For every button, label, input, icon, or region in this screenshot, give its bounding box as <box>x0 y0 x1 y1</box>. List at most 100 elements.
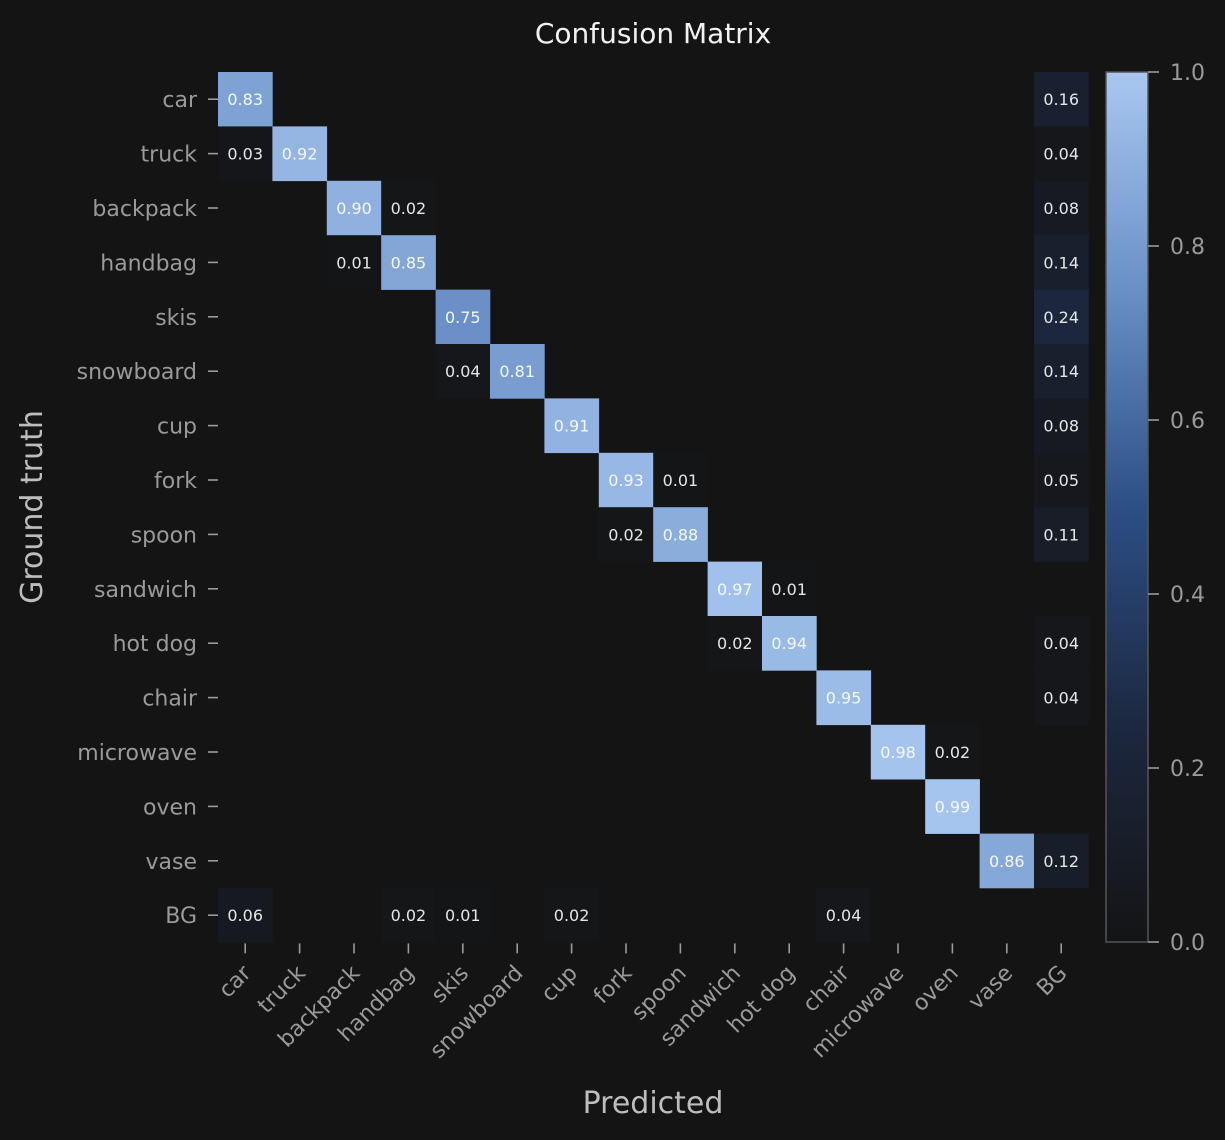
y-tick-label: skis <box>155 306 197 331</box>
heatmap-cell <box>1034 180 1089 236</box>
cell-value-label: 0.90 <box>336 199 372 218</box>
heatmap-cell <box>1034 289 1089 345</box>
x-axis-label: Predicted <box>583 1086 724 1121</box>
cell-value-label: 0.12 <box>1043 852 1079 871</box>
heatmap-cell <box>1034 126 1089 182</box>
colorbar-ticks: 0.0 0.2 0.4 0.6 0.8 1.0 <box>1148 61 1205 956</box>
cell-value-label: 0.02 <box>554 906 590 925</box>
cell-value-label: 0.04 <box>1043 634 1079 653</box>
heatmap-cell <box>598 452 654 508</box>
cell-value-label: 0.16 <box>1043 90 1079 109</box>
cell-value-label: 0.81 <box>499 362 535 381</box>
cell-value-label: 0.24 <box>1043 308 1079 327</box>
y-tick-label: truck <box>141 143 198 168</box>
heatmap-cell <box>544 888 600 943</box>
cell-value-label: 0.01 <box>445 906 481 925</box>
y-tick-label: microwave <box>77 741 197 766</box>
heatmap-cell <box>435 344 491 399</box>
cell-value-label: 0.08 <box>1043 199 1079 218</box>
cell-value-label: 0.02 <box>717 634 753 653</box>
x-tick-label: oven <box>908 961 964 1017</box>
cell-value-label: 0.85 <box>391 253 427 272</box>
cell-value-label: 0.02 <box>608 525 644 544</box>
heatmap-cell <box>381 235 436 290</box>
cell-value-label: 0.04 <box>1043 689 1079 708</box>
cell-value-label: 0.01 <box>663 471 699 490</box>
cell-value-label: 0.88 <box>663 525 699 544</box>
cell-value-label: 0.99 <box>935 797 971 816</box>
colorbar-tick-label: 0.4 <box>1170 583 1205 608</box>
cell-value-label: 0.02 <box>391 199 427 218</box>
cell-value-label: 0.01 <box>771 580 807 599</box>
y-tick-label: fork <box>154 469 197 494</box>
cell-value-label: 0.98 <box>880 743 916 762</box>
heatmap-cell <box>381 888 436 943</box>
colorbar-tick-label: 0.6 <box>1170 409 1205 434</box>
heatmap-cell <box>218 126 273 182</box>
heatmap-cells: 0.83 0.16 0.03 0.92 0.04 0.90 0.02 0.08 0.01 0.85… <box>218 72 1089 943</box>
y-tick-label: spoon <box>131 523 197 548</box>
y-tick-label: car <box>162 88 198 113</box>
cell-value-label: 0.02 <box>935 743 971 762</box>
heatmap-cell <box>1034 398 1089 454</box>
cell-value-label: 0.04 <box>445 362 481 381</box>
heatmap-cell <box>816 888 872 943</box>
heatmap-cell <box>653 452 708 508</box>
heatmap-cell <box>1034 72 1089 127</box>
y-tick-label: chair <box>142 687 198 712</box>
cell-value-label: 0.06 <box>227 906 263 925</box>
y-axis-ticks: car truck backpack handbag skis snowboard cup f… <box>77 88 218 929</box>
y-tick-label: vase <box>146 850 198 875</box>
y-tick-label: BG <box>165 904 197 929</box>
y-tick-label: handbag <box>100 251 197 276</box>
cell-value-label: 0.14 <box>1043 362 1079 381</box>
heatmap-cell <box>979 833 1035 889</box>
heatmap-cell <box>762 616 817 671</box>
x-tick-label: skis <box>427 961 474 1008</box>
heatmap-cell <box>1034 670 1089 726</box>
heatmap-cell <box>1034 452 1089 508</box>
heatmap-cell <box>870 724 926 780</box>
heatmap-cell <box>490 344 545 399</box>
heatmap-cell <box>544 398 600 454</box>
x-tick-label: car <box>214 960 257 1003</box>
cell-value-label: 0.94 <box>771 634 807 653</box>
cell-value-label: 0.83 <box>227 90 263 109</box>
x-tick-label: BG <box>1032 961 1072 1001</box>
heatmap-cell <box>707 616 763 671</box>
colorbar-gradient <box>1105 71 1149 943</box>
y-tick-label: hot dog <box>113 632 197 657</box>
heatmap-cell <box>1034 235 1089 290</box>
cell-value-label: 0.75 <box>445 308 481 327</box>
cell-value-label: 0.86 <box>989 852 1025 871</box>
heatmap-cell <box>1034 833 1089 889</box>
cell-value-label: 0.04 <box>1043 145 1079 164</box>
y-axis-label: Ground truth <box>15 410 50 604</box>
heatmap-cell <box>435 289 491 345</box>
heatmap-cell <box>218 888 273 943</box>
colorbar-tick-label: 1.0 <box>1170 61 1205 86</box>
colorbar: 0.0 0.2 0.4 0.6 0.8 1.0 <box>1105 61 1205 956</box>
heatmap-cell <box>381 180 436 236</box>
heatmap-cell <box>272 126 328 182</box>
colorbar-tick-label: 0.0 <box>1170 931 1205 956</box>
colorbar-tick-label: 0.8 <box>1170 235 1205 260</box>
y-tick-label: cup <box>157 415 197 440</box>
heatmap-cell <box>326 180 382 236</box>
heatmap-cell <box>435 888 491 943</box>
cell-value-label: 0.14 <box>1043 253 1079 272</box>
x-tick-label: cup <box>537 961 583 1007</box>
colorbar-tick-label: 0.2 <box>1170 757 1205 782</box>
cell-value-label: 0.93 <box>608 471 644 490</box>
heatmap-cell <box>1034 616 1089 671</box>
cell-value-label: 0.11 <box>1043 525 1079 544</box>
heatmap-cell <box>598 507 654 562</box>
x-tick-label: fork <box>589 961 637 1009</box>
y-tick-label: backpack <box>92 197 197 222</box>
cell-value-label: 0.92 <box>282 145 318 164</box>
cell-value-label: 0.04 <box>826 906 862 925</box>
cell-value-label: 0.02 <box>391 906 427 925</box>
